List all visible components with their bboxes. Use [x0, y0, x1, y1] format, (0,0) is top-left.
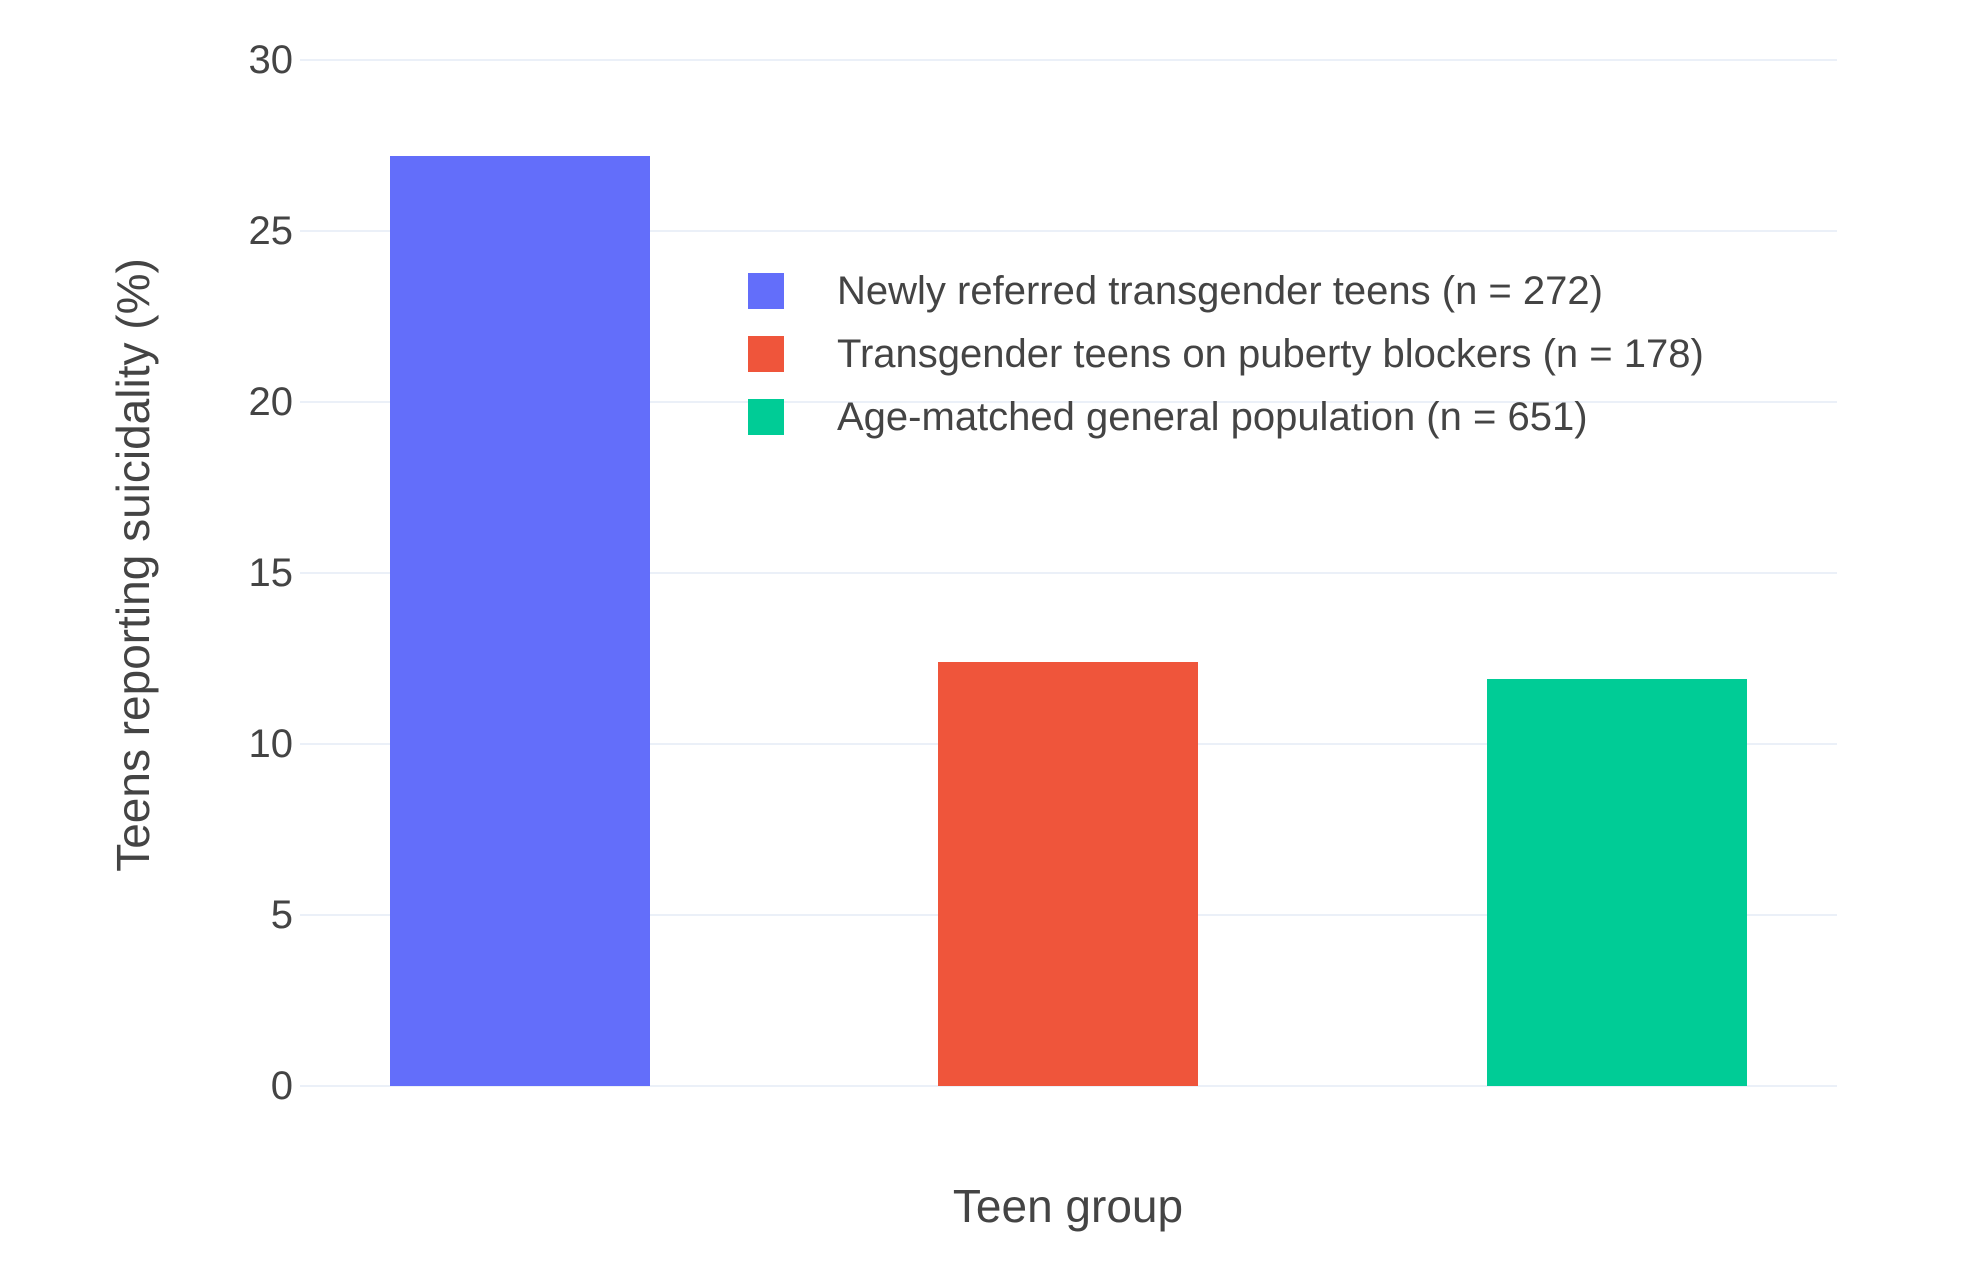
y-tick-label-20: 20: [248, 380, 294, 424]
legend-item-newly-referred[interactable]: Newly referred transgender teens (n = 27…: [748, 259, 1704, 322]
bar-transgender-teens-on-puberty-blockers[interactable]: [938, 661, 1198, 1086]
y-tick-label-10: 10: [248, 722, 294, 766]
gridline-y-0: [300, 1085, 1837, 1087]
legend-swatch-general-population: [748, 398, 784, 435]
legend-item-general-population[interactable]: Age-matched general population (n = 651): [748, 385, 1704, 448]
bar-newly-referred-transgender-teens[interactable]: [390, 155, 650, 1086]
bar-age-matched-general-population[interactable]: [1487, 679, 1747, 1086]
legend-label-general-population: Age-matched general population (n = 651): [837, 394, 1588, 439]
y-tick-label-25: 25: [248, 209, 294, 253]
legend-label-newly-referred: Newly referred transgender teens (n = 27…: [837, 268, 1603, 313]
y-tick-label-0: 0: [270, 1064, 293, 1108]
legend-swatch-puberty-blockers: [748, 335, 784, 372]
legend: Newly referred transgender teens (n = 27…: [748, 259, 1704, 448]
gridline-y-25: [300, 230, 1837, 232]
gridline-y-20: [300, 401, 1837, 403]
x-axis-title: Teen group: [952, 1180, 1184, 1232]
y-tick-label-30: 30: [248, 38, 294, 82]
y-tick-label-5: 5: [270, 893, 293, 937]
legend-label-puberty-blockers: Transgender teens on puberty blockers (n…: [837, 331, 1704, 376]
y-tick-label-15: 15: [248, 551, 294, 595]
gridline-y-30: [300, 59, 1837, 61]
gridline-y-15: [300, 572, 1837, 574]
legend-item-puberty-blockers[interactable]: Transgender teens on puberty blockers (n…: [748, 322, 1704, 385]
legend-swatch-newly-referred: [748, 272, 784, 309]
